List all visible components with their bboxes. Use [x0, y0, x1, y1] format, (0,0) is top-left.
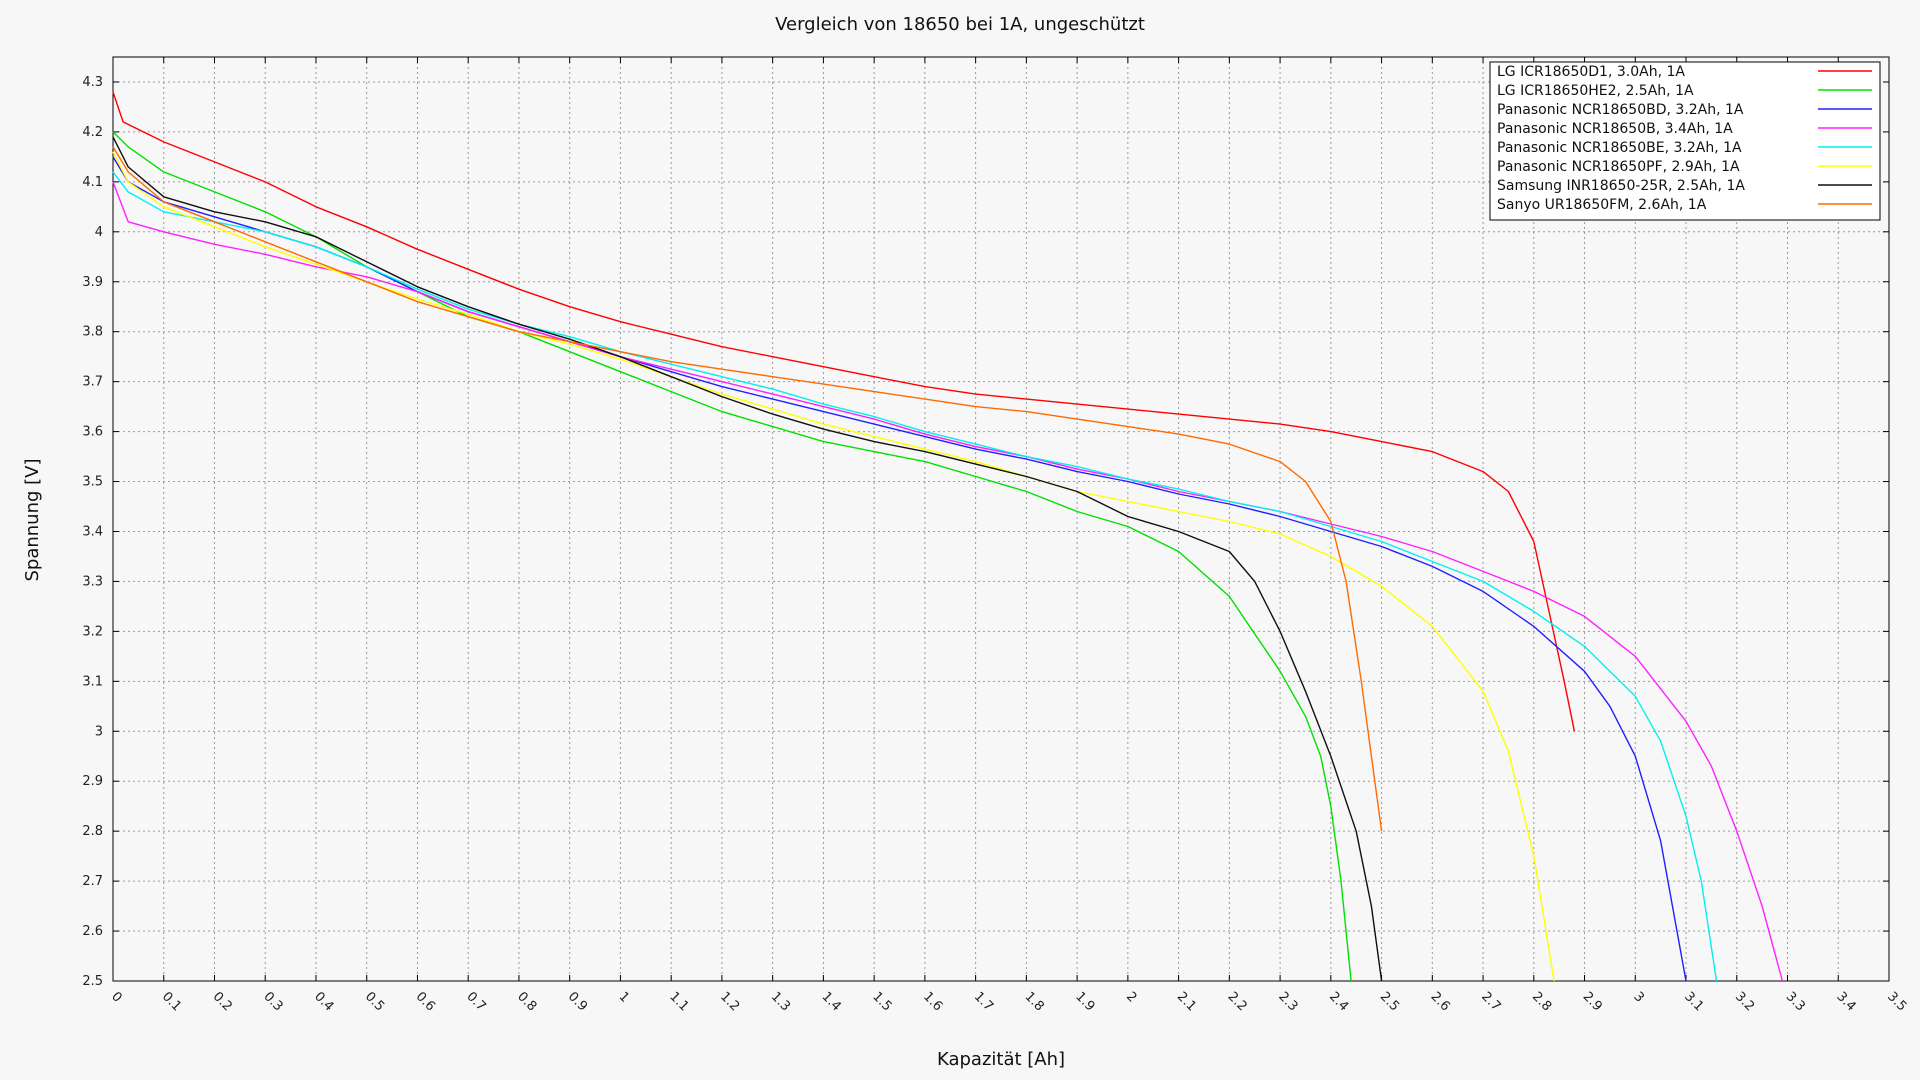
y-tick-label: 2.6	[82, 924, 103, 939]
x-tick-label: 2.9	[1580, 989, 1605, 1014]
x-tick-label: 0.1	[159, 989, 184, 1014]
x-tick-label: 3.5	[1884, 989, 1909, 1014]
y-tick-label: 4	[95, 225, 103, 240]
x-tick-label: 0.3	[260, 989, 285, 1014]
y-tick-label: 3.5	[82, 475, 103, 490]
x-tick-label: 0.7	[463, 989, 488, 1014]
x-tick-label: 3.3	[1783, 989, 1808, 1014]
x-tick-label: 0	[108, 989, 124, 1005]
y-tick-label: 4.1	[82, 175, 103, 190]
y-tick-label: 4.2	[82, 125, 103, 140]
y-tick-label: 2.8	[82, 824, 103, 839]
y-tick-label: 3.3	[82, 574, 103, 589]
y-axis-label: Spannung [V]	[22, 458, 43, 581]
x-tick-label: 1.3	[768, 989, 793, 1014]
x-tick-label: 2.8	[1529, 989, 1554, 1014]
legend: LG ICR18650D1, 3.0Ah, 1A LG ICR18650HE2, …	[1489, 61, 1881, 221]
x-tick-label: 1.9	[1072, 989, 1097, 1014]
y-tick-label: 3.6	[82, 425, 103, 440]
x-tick-label: 1.1	[666, 989, 691, 1014]
x-tick-label: 3.1	[1681, 989, 1706, 1014]
x-tick-label: 2.6	[1427, 989, 1452, 1014]
x-tick-label: 0.5	[362, 989, 387, 1014]
x-tick-label: 2.7	[1478, 989, 1503, 1014]
legend-entry-label: Panasonic NCR18650BE, 3.2Ah, 1A	[1497, 140, 1742, 156]
x-tick-label: 1.6	[920, 989, 945, 1014]
x-tick-label: 2.4	[1326, 989, 1351, 1014]
x-tick-label: 0.8	[514, 989, 539, 1014]
x-tick-label: 2	[1123, 989, 1139, 1005]
x-tick-label: 1.4	[819, 989, 844, 1014]
y-tick-label: 3.2	[82, 624, 103, 639]
x-tick-label: 0.2	[210, 989, 235, 1014]
legend-entry-label: Samsung INR18650-25R, 2.5Ah, 1A	[1497, 178, 1745, 194]
x-tick-label: 2.3	[1275, 989, 1300, 1014]
plot-area-frame	[112, 56, 1890, 982]
x-tick-label: 1.8	[1022, 989, 1047, 1014]
series-line-6	[112, 136, 1383, 982]
y-tick-label: 2.7	[82, 874, 103, 889]
series-line-1	[112, 131, 1352, 982]
series-lines	[112, 91, 1784, 982]
x-tick-label: 0.4	[311, 989, 336, 1014]
x-tick-label: 3	[1630, 989, 1646, 1005]
legend-entry-label: Panasonic NCR18650B, 3.4Ah, 1A	[1497, 121, 1733, 137]
x-tick-label: 1.2	[717, 989, 742, 1014]
series-line-0	[112, 91, 1576, 732]
grid	[113, 57, 1889, 981]
y-tick-label: 4.3	[82, 75, 103, 90]
y-tick-label: 3	[95, 724, 103, 739]
x-tick-label: 1.7	[971, 989, 996, 1014]
legend-box	[1489, 61, 1881, 221]
y-tick-label: 3.9	[82, 275, 103, 290]
x-tick-label: 2.5	[1377, 989, 1402, 1014]
series-line-4	[112, 171, 1718, 982]
y-tick-label: 3.4	[82, 524, 103, 539]
y-tick-label: 2.5	[82, 974, 103, 989]
x-tick-label: 1	[616, 989, 632, 1005]
x-tick-label: 0.6	[413, 989, 438, 1014]
legend-entry-label: Panasonic NCR18650PF, 2.9Ah, 1A	[1497, 159, 1740, 175]
series-line-5	[112, 151, 1555, 982]
y-tick-label: 3.7	[82, 375, 103, 390]
x-tick-label: 2.1	[1174, 989, 1199, 1014]
legend-entry-label: LG ICR18650HE2, 2.5Ah, 1A	[1497, 83, 1694, 99]
x-tick-label: 2.2	[1225, 989, 1250, 1014]
x-tick-label: 3.4	[1833, 989, 1858, 1014]
chart-title: Vergleich von 18650 bei 1A, ungeschützt	[775, 14, 1145, 35]
y-tick-label: 3.1	[82, 674, 103, 689]
y-tick-label: 3.8	[82, 325, 103, 340]
legend-entry-label: Panasonic NCR18650BD, 3.2Ah, 1A	[1497, 102, 1744, 118]
x-tick-label: 0.9	[565, 989, 590, 1014]
x-axis-label: Kapazität [Ah]	[937, 1049, 1065, 1070]
legend-entry-label: LG ICR18650D1, 3.0Ah, 1A	[1497, 64, 1685, 80]
legend-entry-label: Sanyo UR18650FM, 2.6Ah, 1A	[1497, 197, 1707, 213]
x-tick-label: 3.2	[1732, 989, 1757, 1014]
y-tick-label: 2.9	[82, 774, 103, 789]
x-tick-label: 1.5	[869, 989, 894, 1014]
series-line-3	[112, 181, 1784, 982]
series-line-7	[112, 146, 1383, 832]
